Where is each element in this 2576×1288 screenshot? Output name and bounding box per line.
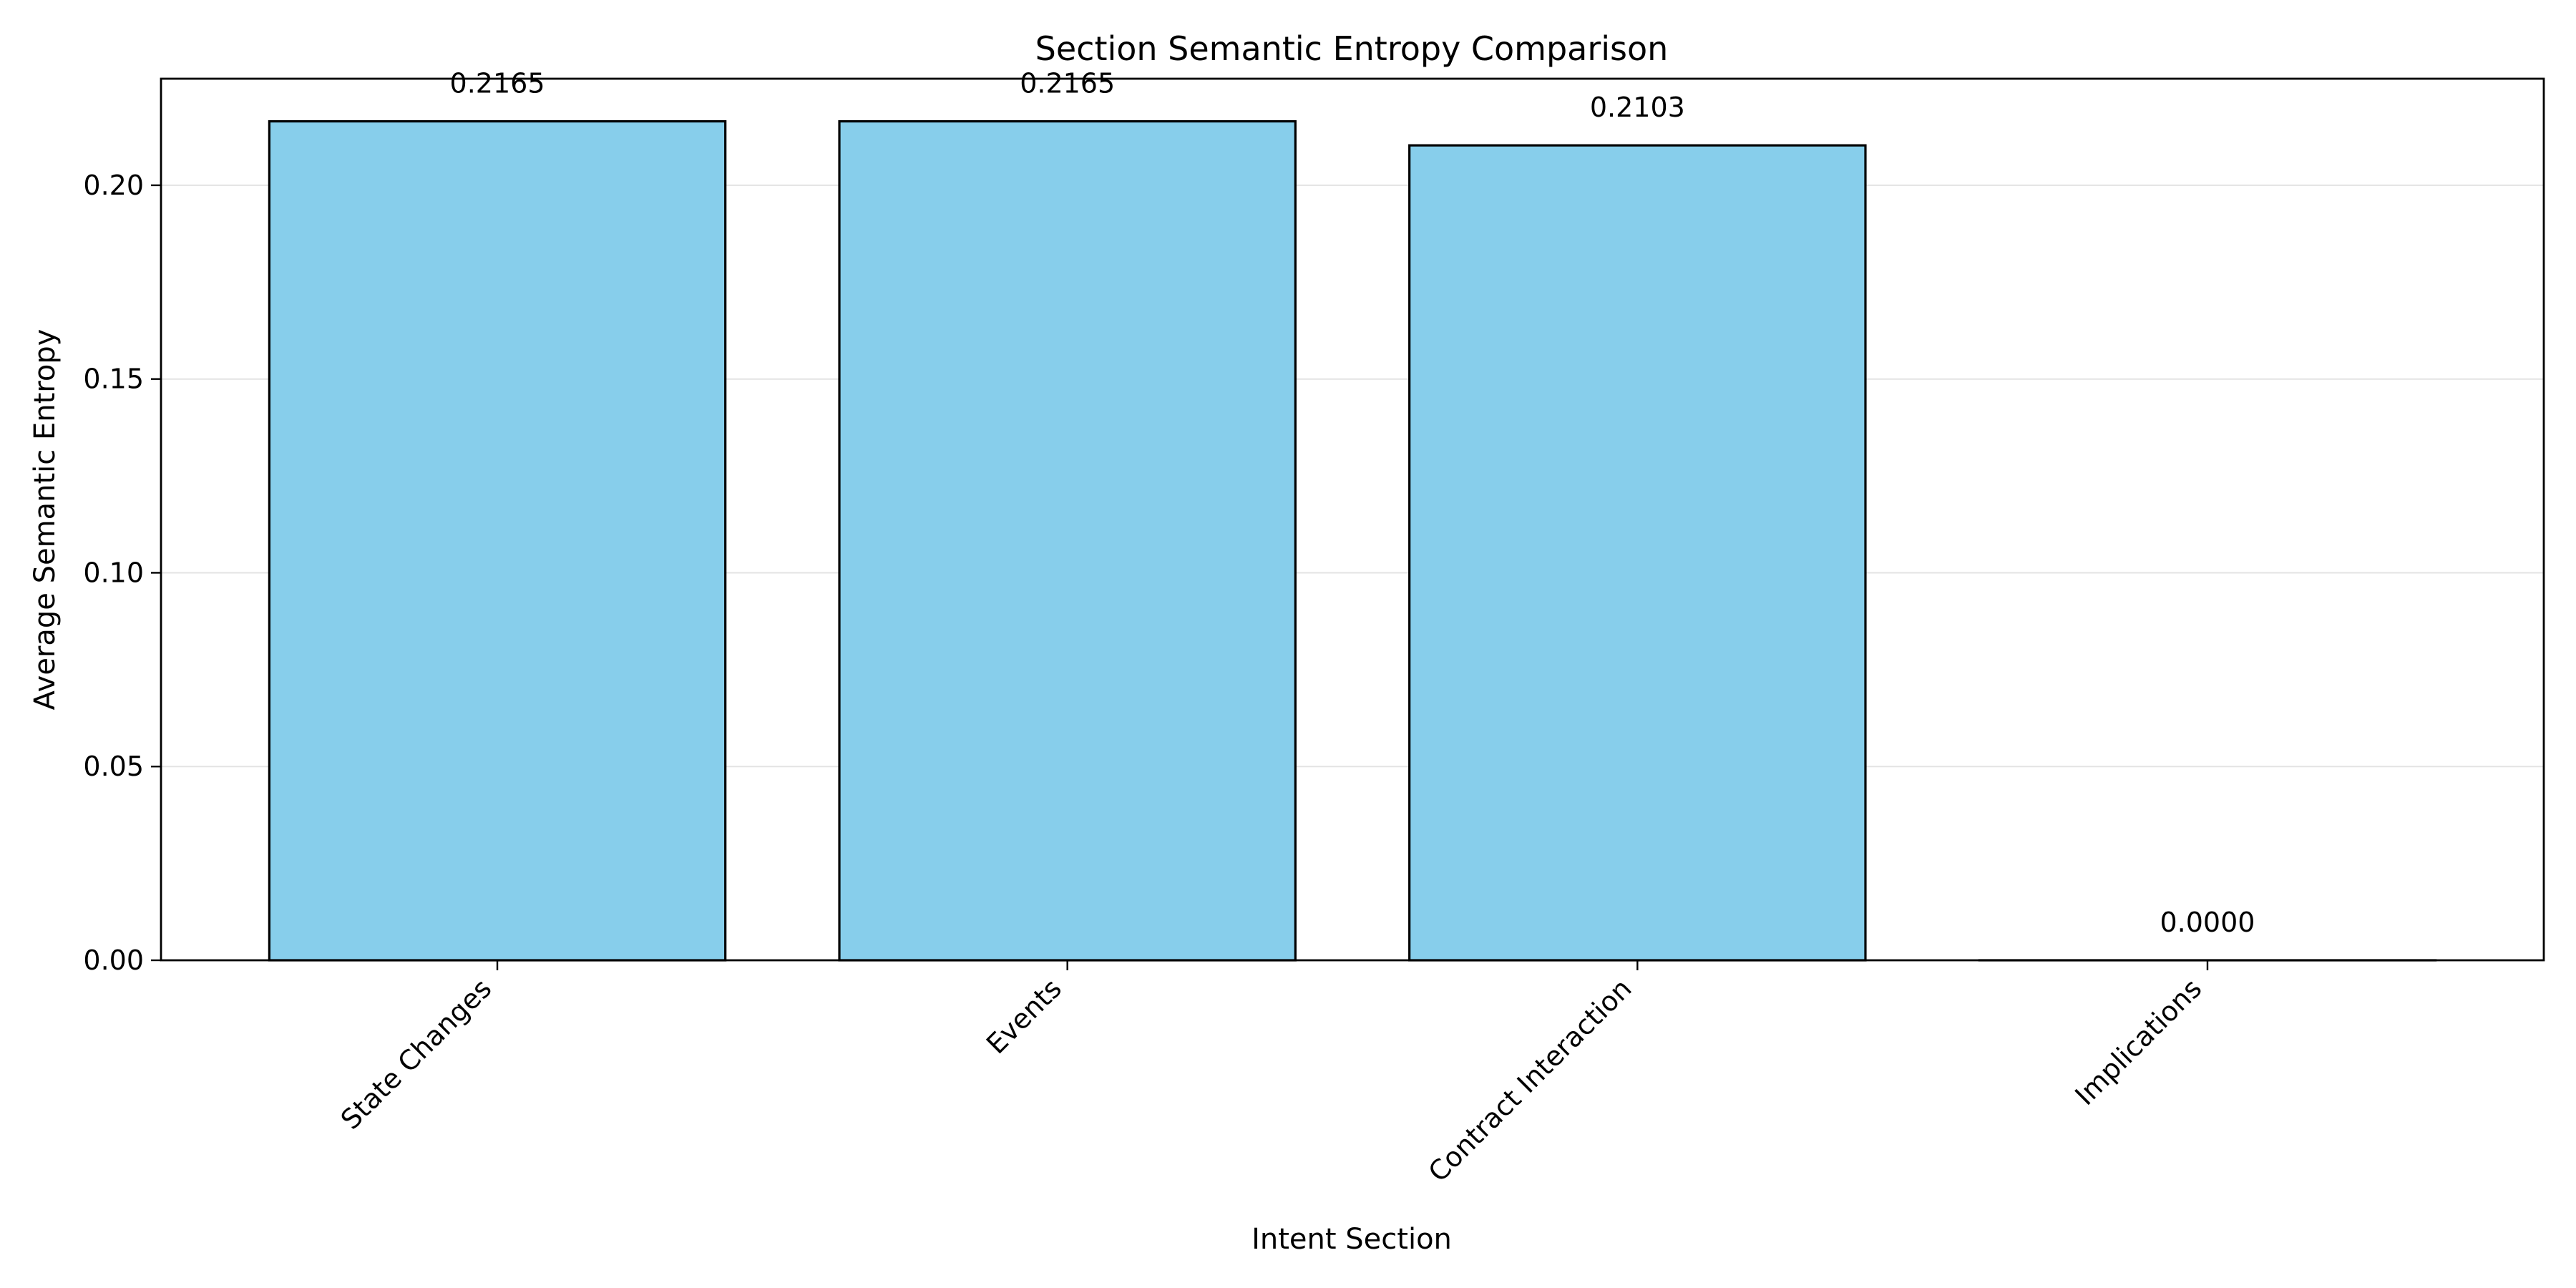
data-label: 0.2103 [1590, 92, 1685, 123]
bar [268, 119, 727, 962]
bar [838, 119, 1297, 962]
y-tick-label: 0.10 [83, 557, 144, 588]
bars [268, 119, 2437, 962]
x-tick-label: State Changes [335, 972, 498, 1136]
y-axis-label: Average Semantic Entropy [29, 329, 62, 711]
plot-frame [160, 77, 2545, 962]
x-tick-label: Implications [2069, 972, 2207, 1111]
x-tick-label: Events [980, 972, 1068, 1060]
bar [1408, 144, 1867, 962]
y-tick-label: 0.15 [83, 364, 144, 395]
data-label: 0.2165 [1020, 68, 1115, 99]
y-tick-label: 0.20 [83, 170, 144, 201]
data-label: 0.0000 [2160, 907, 2255, 938]
x-axis: State Changes Events Contract Interaction I… [335, 960, 2209, 1188]
x-tick-label: Contract Interaction [1423, 972, 1638, 1188]
data-labels: 0.2165 0.2165 0.2103 0.0000 [450, 68, 2255, 938]
data-label: 0.2165 [450, 68, 545, 99]
x-axis-label: Intent Section [1252, 1223, 1452, 1256]
y-tick-label: 0.00 [83, 945, 144, 976]
y-tick-label: 0.05 [83, 751, 144, 782]
chart-title: Section Semantic Entropy Comparison [1035, 29, 1669, 68]
y-axis: 0.00 0.05 0.10 0.15 0.20 [83, 170, 161, 976]
